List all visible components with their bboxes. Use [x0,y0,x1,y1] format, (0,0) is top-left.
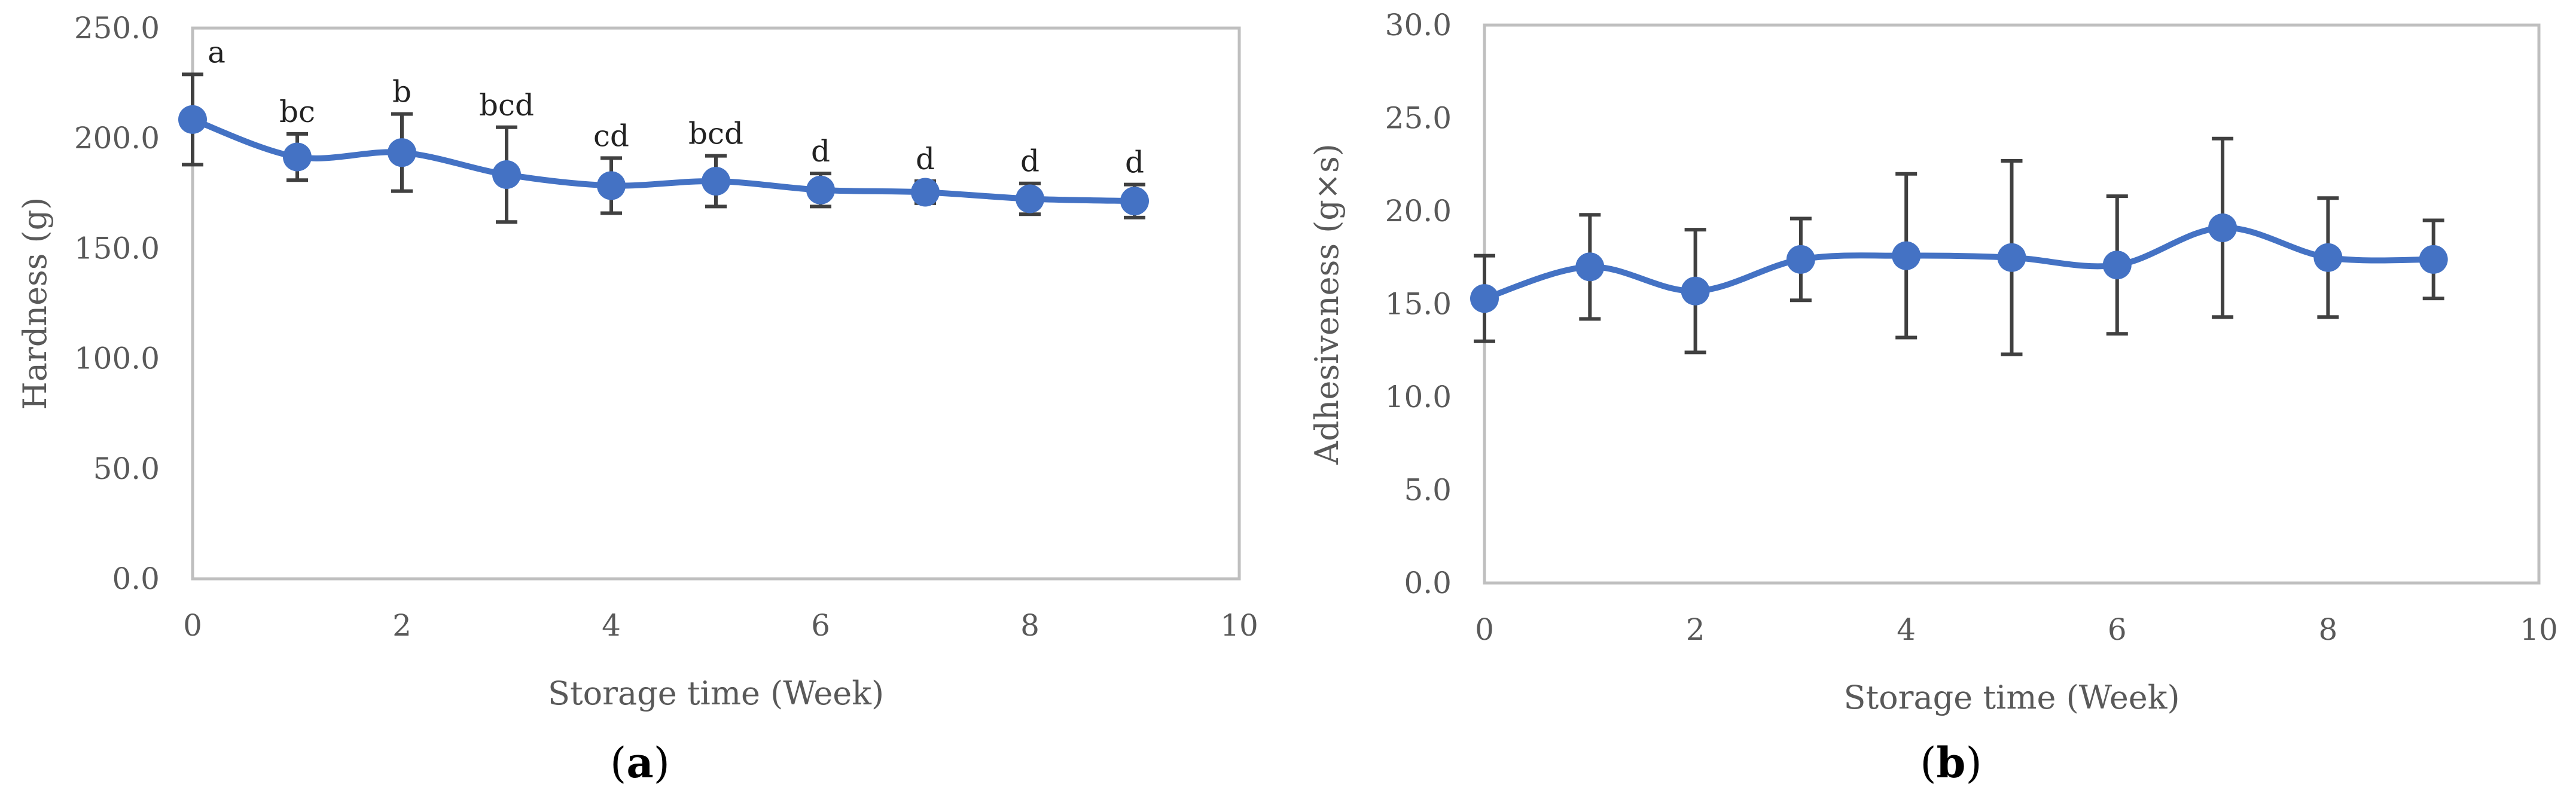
series-line [1481,224,2437,302]
data-point [1120,187,1149,216]
y-tick-label: 10.0 [1385,380,1452,414]
significance-label: d [811,134,830,169]
x-tick-label: 4 [1897,612,1916,647]
x-tick-label: 8 [2318,612,2337,647]
x-tick-label: 10 [1220,608,1258,643]
significance-label: cd [593,118,629,153]
x-axis-title: Storage time (Week) [1843,679,2179,716]
data-point [806,175,835,204]
y-axis-title: Hardness (g) [16,197,54,410]
data-point [1681,276,1710,306]
series-line [190,116,1138,204]
data-point [911,178,940,207]
data-point [1786,245,1815,274]
y-tick-label: 150.0 [74,231,160,265]
significance-label: d [1125,145,1144,180]
y-tick-label: 30.0 [1385,8,1452,42]
x-tick-label: 10 [2520,612,2558,647]
x-axis-title: Storage time (Week) [548,674,884,712]
data-point [283,142,312,172]
data-point [2313,243,2343,272]
data-point [1892,241,1921,270]
data-point [1016,184,1044,213]
data-point [2208,213,2237,242]
x-tick-label: 8 [1020,608,1039,643]
x-tick-label: 6 [811,608,830,643]
y-tick-label: 5.0 [1404,473,1452,508]
significance-label: bcd [688,117,743,151]
data-point [492,160,521,189]
y-tick-label: 200.0 [74,121,160,155]
data-point [388,138,416,167]
data-point [2419,245,2448,274]
data-point [1997,243,2026,272]
x-tick-label: 0 [183,608,202,643]
data-point [178,105,207,134]
significance-label: d [916,142,935,176]
data-point [2102,251,2132,280]
y-tick-label: 0.0 [112,561,160,596]
chart-panel-b: 0.0 5.0 10.0 15.0 20.0 25.0 30.0 0 2 4 6 8 10 Storage… [1308,8,2558,787]
x-tick-label: 2 [1686,612,1705,647]
y-axis-title: Adhesiveness (g×s) [1308,144,1346,465]
y-tick-label: 50.0 [93,451,160,486]
y-tick-label: 15.0 [1385,287,1452,322]
x-tick-label: 2 [392,608,411,643]
panel-label: (b) [1920,738,1982,787]
significance-label: bcd [479,88,534,123]
plot-area-border [191,26,1241,581]
data-point [1575,252,1605,282]
x-tick-label: 0 [1475,612,1494,647]
significance-label: a [208,35,225,69]
significance-label: bc [279,94,315,129]
y-tick-label: 20.0 [1385,194,1452,228]
data-point [1470,284,1499,313]
chart-panel-a: 0.0 50.0 100.0 150.0 200.0 250.0 0 2 4 6 8 10 Storag… [16,11,1258,787]
y-tick-label: 25.0 [1385,101,1452,136]
panel-label: (a) [610,738,670,787]
y-tick-label: 100.0 [74,341,160,376]
data-point [597,171,626,200]
data-point [702,167,730,196]
significance-label: d [1020,144,1039,179]
x-tick-label: 6 [2108,612,2127,647]
x-tick-label: 4 [602,608,621,643]
significance-label: b [392,75,411,109]
y-tick-label: 0.0 [1404,566,1452,600]
y-tick-label: 250.0 [74,11,160,45]
